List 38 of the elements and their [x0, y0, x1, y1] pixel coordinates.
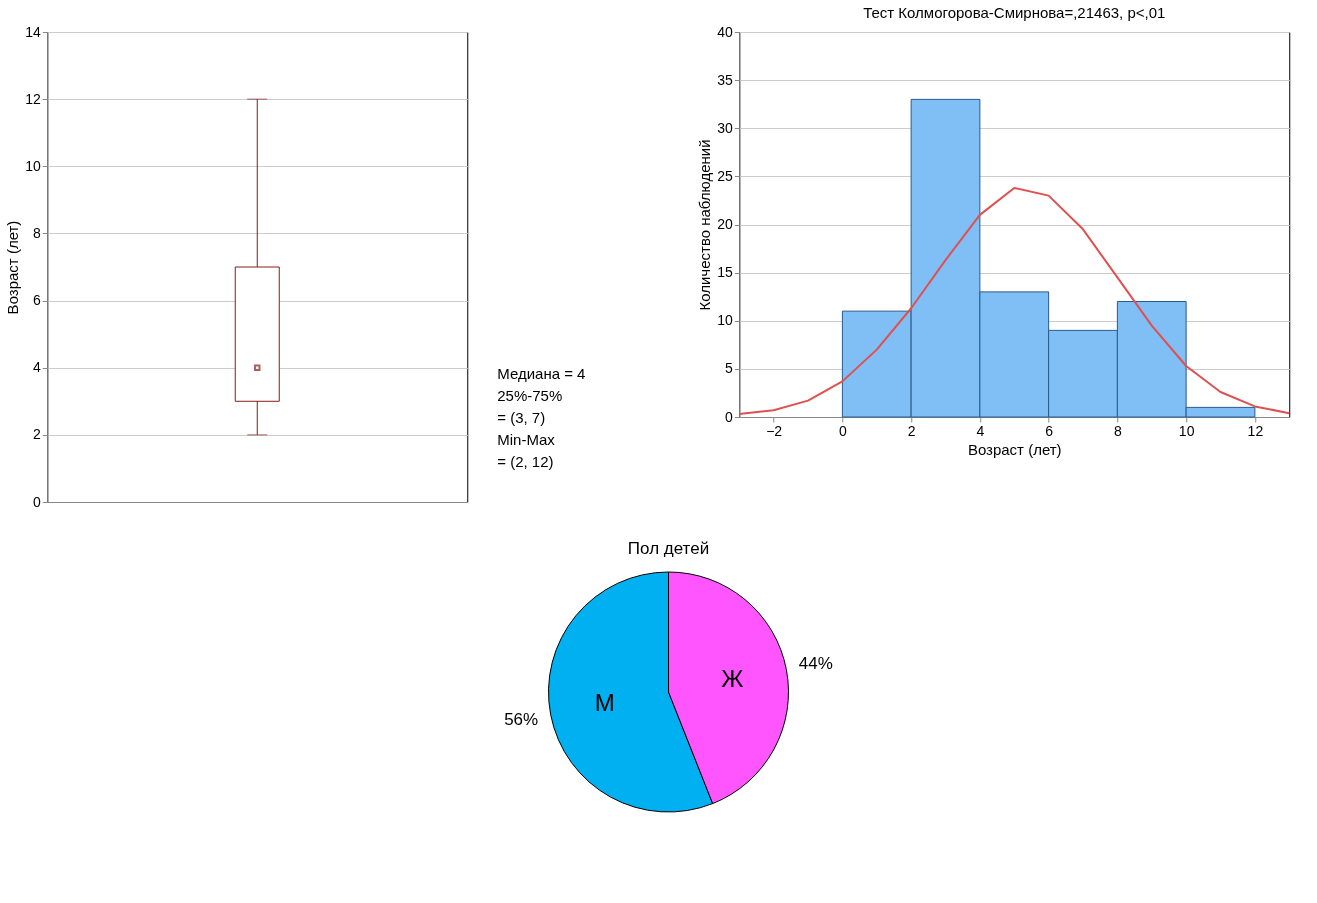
chart-title: Тест Колмогорова-Смирнова=,21463, p<,01 [863, 4, 1166, 21]
text: = (2, 12) [497, 453, 554, 470]
text: Медиана = 4 [497, 365, 586, 382]
y-tick-label: 25 [717, 167, 733, 184]
y-tick-label: 14 [25, 23, 41, 40]
x-tick-label: 8 [1113, 422, 1122, 439]
x-tick-label: 4 [976, 422, 985, 439]
data-label: 44% [798, 653, 833, 673]
x-tick-label: 6 [1045, 422, 1054, 439]
y-tick-label: 0 [724, 408, 733, 425]
x-tick-label: 0 [838, 422, 847, 439]
y-tick-label: 15 [717, 264, 733, 281]
y-tick-label: 10 [717, 312, 733, 329]
chart-title: Пол детей [627, 539, 710, 558]
text: 25%-75% [497, 387, 563, 404]
slice-label: М [594, 689, 615, 717]
y-tick-label: 0 [32, 493, 41, 510]
y-tick-label: 6 [32, 292, 41, 309]
x-tick-label: 12 [1247, 422, 1264, 439]
y-tick-label: 20 [717, 216, 733, 232]
y-tick-label: 40 [717, 23, 733, 40]
y-tick-label: 5 [724, 360, 733, 377]
y-tick-label: 35 [717, 71, 733, 88]
y-tick-label: 10 [25, 157, 41, 174]
y-axis-title: Количество наблюдений [696, 139, 714, 311]
y-tick-label: 4 [32, 359, 41, 376]
x-tick-label: −2 [766, 422, 783, 439]
x-tick-label: 2 [907, 422, 916, 439]
x-axis-title: Возраст (лет) [967, 440, 1062, 458]
slice-label: Ж [721, 664, 744, 692]
y-tick-label: 8 [32, 224, 41, 241]
y-tick-label: 12 [25, 90, 41, 107]
data-label: 56% [504, 710, 539, 730]
text: = (3, 7) [497, 409, 546, 426]
y-tick-label: 30 [717, 119, 733, 136]
text: Min-Max [497, 431, 556, 448]
x-tick-label: 10 [1178, 422, 1195, 439]
y-axis-title: Возраст (лет) [4, 220, 22, 315]
